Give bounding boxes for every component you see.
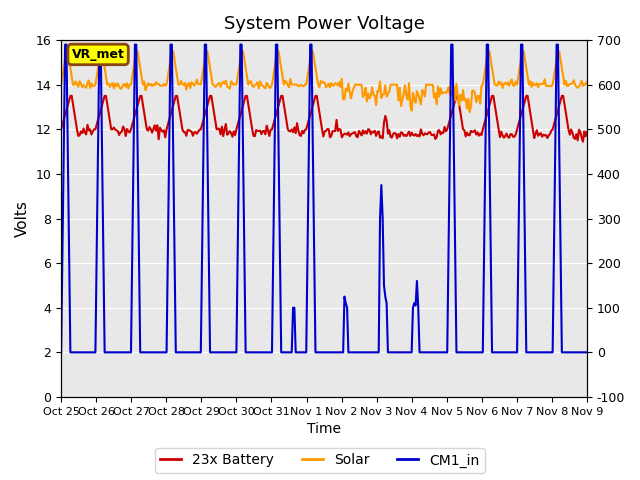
- Text: VR_met: VR_met: [72, 48, 125, 61]
- CM1_in: [58, 349, 65, 355]
- Solar: [230, 82, 237, 88]
- Solar: [389, 82, 397, 87]
- CM1_in: [441, 349, 449, 355]
- 23x Battery: [58, 126, 65, 132]
- Solar: [58, 82, 65, 87]
- CM1_in: [583, 349, 591, 355]
- Solar: [267, 85, 275, 91]
- 23x Battery: [230, 129, 237, 134]
- Solar: [122, 84, 129, 90]
- 23x Battery: [67, 93, 74, 99]
- Line: CM1_in: CM1_in: [61, 45, 587, 352]
- 23x Battery: [579, 139, 587, 144]
- Solar: [466, 109, 474, 115]
- 23x Battery: [583, 129, 591, 135]
- 23x Battery: [438, 130, 446, 135]
- X-axis label: Time: Time: [307, 422, 341, 436]
- 23x Battery: [389, 131, 397, 137]
- 23x Battery: [441, 124, 449, 130]
- CM1_in: [61, 42, 69, 48]
- CM1_in: [230, 349, 237, 355]
- Solar: [438, 91, 446, 96]
- Line: 23x Battery: 23x Battery: [61, 96, 587, 142]
- Y-axis label: Volts: Volts: [15, 200, 30, 237]
- Solar: [583, 79, 591, 85]
- Solar: [441, 89, 449, 95]
- Solar: [63, 48, 70, 54]
- Legend: 23x Battery, Solar, CM1_in: 23x Battery, Solar, CM1_in: [155, 448, 485, 473]
- CM1_in: [389, 349, 397, 355]
- CM1_in: [438, 349, 446, 355]
- CM1_in: [267, 349, 275, 355]
- Title: System Power Voltage: System Power Voltage: [223, 15, 424, 33]
- 23x Battery: [122, 133, 129, 139]
- CM1_in: [122, 349, 129, 355]
- Line: Solar: Solar: [61, 51, 587, 112]
- 23x Battery: [267, 127, 275, 132]
